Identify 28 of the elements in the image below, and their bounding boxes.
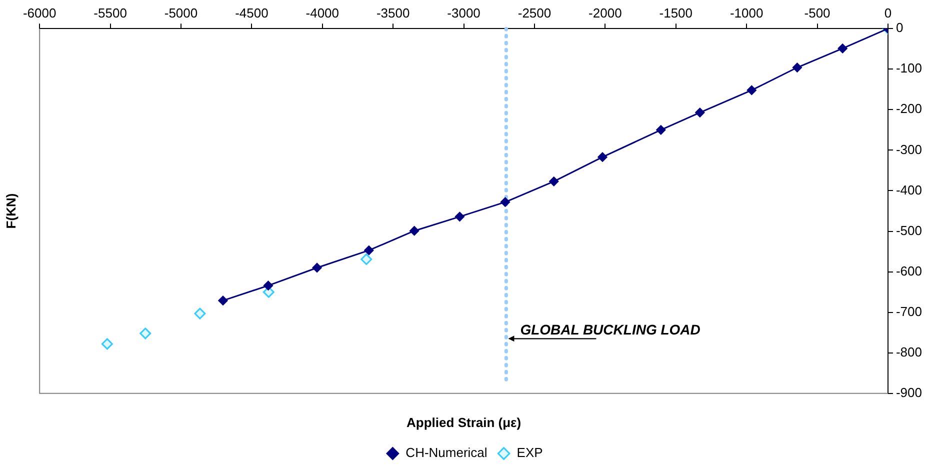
- x-tick-label: 0: [884, 5, 892, 20]
- legend-label: EXP: [516, 445, 543, 460]
- y-tick-label: -800: [896, 344, 922, 360]
- y-tick-label: -700: [896, 304, 922, 319]
- y-tick-label: 0: [896, 20, 904, 36]
- x-tick-label: -3000: [447, 5, 480, 20]
- x-tick-label: -5500: [94, 5, 127, 20]
- x-tick-label: -4000: [306, 5, 340, 20]
- legend-label: CH-Numerical: [406, 445, 488, 460]
- y-tick-label: -400: [896, 182, 922, 198]
- x-tick-label: -3500: [376, 5, 410, 20]
- x-tick-label: -5000: [164, 5, 198, 20]
- y-tick-label: -100: [896, 60, 922, 76]
- y-tick-label: -500: [896, 222, 922, 238]
- x-tick-label: -1500: [659, 5, 693, 20]
- x-tick-label: -2000: [588, 5, 622, 20]
- y-tick-label: -200: [896, 101, 922, 116]
- x-tick-label: -500: [804, 5, 830, 20]
- x-tick-label: -4500: [235, 5, 268, 20]
- annotation: GLOBAL BUCKLING LOAD: [520, 322, 700, 338]
- x-tick-label: -6000: [22, 5, 56, 20]
- x-axis-title: Applied Strain (με): [406, 414, 522, 430]
- x-tick-label: -1000: [730, 5, 764, 20]
- y-tick-label: -300: [896, 142, 922, 157]
- x-tick-label: -2500: [518, 5, 552, 20]
- y-tick-label: -900: [896, 384, 922, 400]
- y-tick-label: -600: [896, 263, 922, 278]
- y-axis-title: F(KN): [3, 193, 18, 229]
